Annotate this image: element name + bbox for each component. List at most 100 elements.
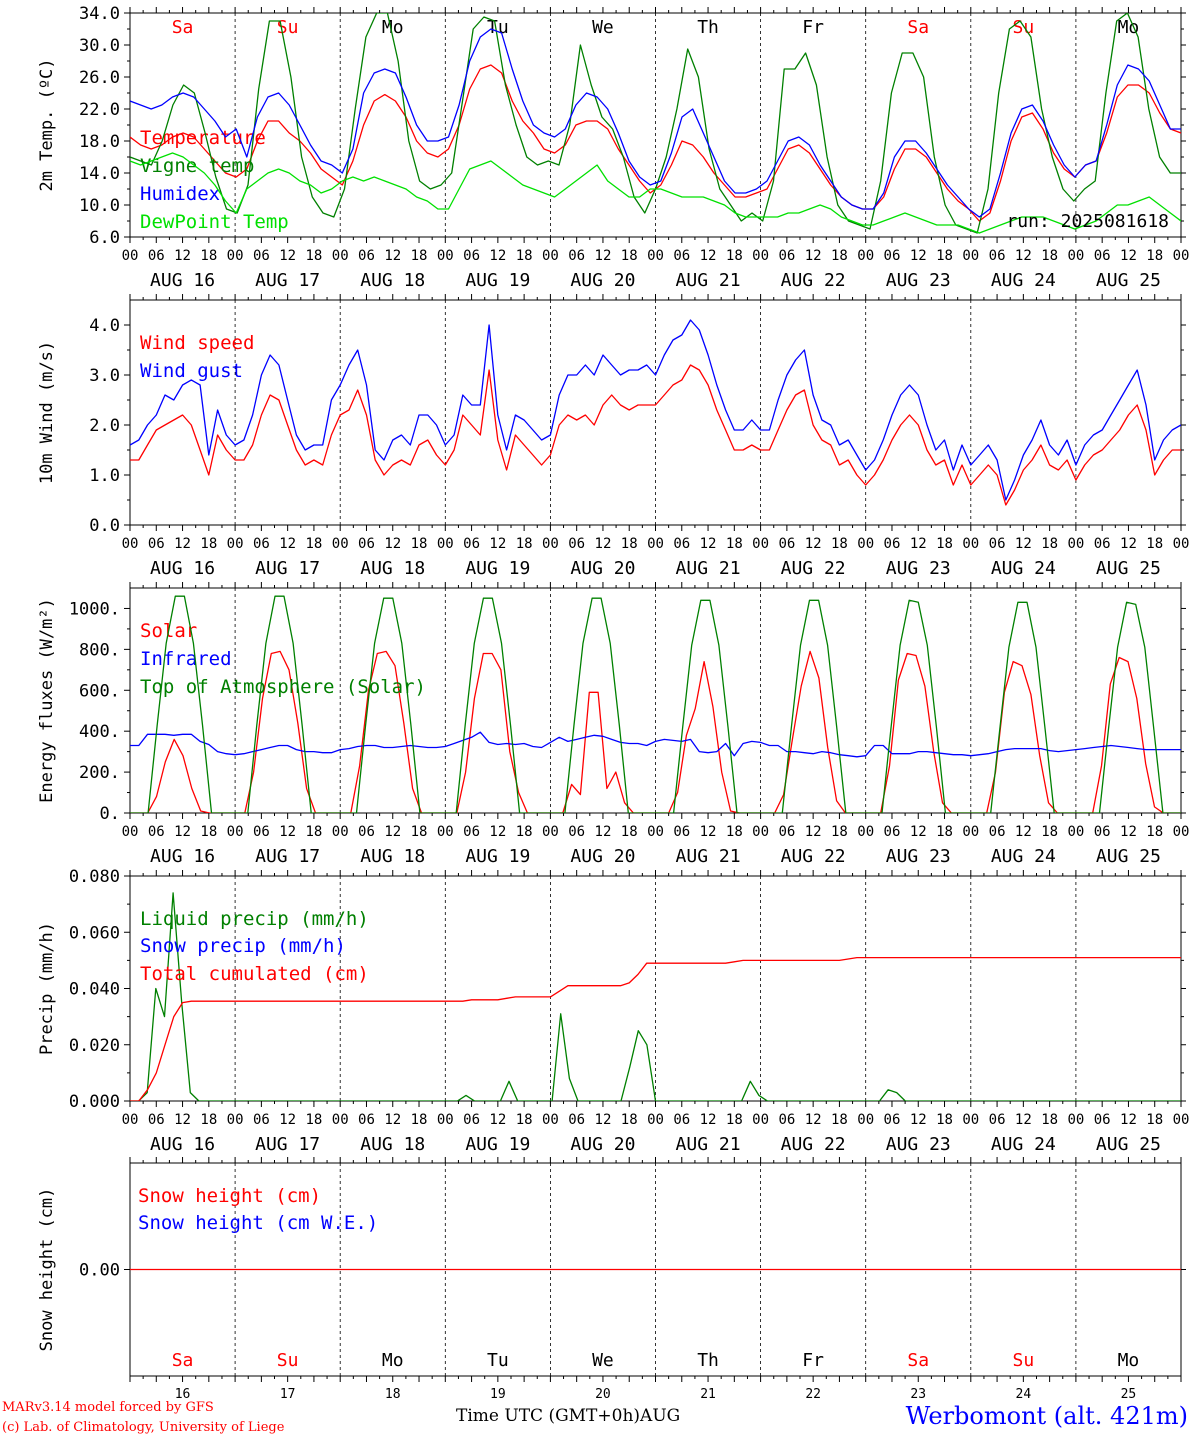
x-hour-label: 06 bbox=[463, 1112, 480, 1128]
x-hour-label: 18 bbox=[936, 1112, 953, 1128]
series-line-energy-2 bbox=[130, 595, 1181, 813]
x-hour-label: 06 bbox=[778, 824, 795, 840]
weekday-label: Th bbox=[697, 1350, 719, 1371]
x-date-label: AUG 23 bbox=[886, 846, 951, 867]
x-hour-label: 18 bbox=[200, 824, 217, 840]
x-hour-label: 18 bbox=[1041, 1112, 1058, 1128]
legend-entry: Top of Atmosphere (Solar) bbox=[140, 676, 426, 698]
x-hour-label: 18 bbox=[1041, 824, 1058, 840]
x-hour-label: 00 bbox=[962, 248, 979, 264]
legend-entry: Wind gust bbox=[140, 360, 243, 382]
x-date-label: AUG 18 bbox=[360, 270, 425, 291]
x-hour-label: 00 bbox=[1067, 1112, 1084, 1128]
x-date-label: AUG 18 bbox=[360, 846, 425, 867]
legend-entry: Snow precip (mm/h) bbox=[140, 935, 346, 957]
x-hour-label: 12 bbox=[1015, 248, 1032, 264]
x-hour-label: 06 bbox=[1094, 536, 1111, 552]
x-day-number: 19 bbox=[490, 1387, 506, 1402]
x-hour-label: 18 bbox=[411, 1112, 428, 1128]
x-hour-label: 00 bbox=[962, 1112, 979, 1128]
y-tick-label: 0.020 bbox=[69, 1036, 120, 1056]
x-hour-label: 00 bbox=[752, 248, 769, 264]
x-hour-label: 06 bbox=[568, 536, 585, 552]
x-hour-label: 12 bbox=[1120, 536, 1137, 552]
x-hour-label: 18 bbox=[831, 248, 848, 264]
x-hour-label: 12 bbox=[279, 536, 296, 552]
x-hour-label: 12 bbox=[805, 1112, 822, 1128]
x-date-label: AUG 21 bbox=[676, 1134, 741, 1155]
legend-entry: Snow height (cm W.E.) bbox=[138, 1212, 378, 1234]
x-date-label: AUG 21 bbox=[676, 270, 741, 291]
x-hour-label: 12 bbox=[1015, 1112, 1032, 1128]
weekday-label: Mo bbox=[382, 1350, 404, 1371]
x-hour-label: 00 bbox=[542, 824, 559, 840]
x-hour-label: 18 bbox=[936, 248, 953, 264]
x-hour-label: 18 bbox=[516, 1112, 533, 1128]
x-hour-label: 12 bbox=[174, 248, 191, 264]
x-hour-label: 12 bbox=[279, 1112, 296, 1128]
x-hour-label: 18 bbox=[1041, 536, 1058, 552]
legend-entry: Temperature bbox=[140, 127, 266, 149]
x-hour-label: 00 bbox=[1173, 248, 1190, 264]
weekday-label: Fr bbox=[802, 1350, 824, 1371]
x-hour-label: 12 bbox=[1120, 1112, 1137, 1128]
x-hour-label: 12 bbox=[700, 1112, 717, 1128]
x-hour-label: 12 bbox=[805, 824, 822, 840]
weekday-label: We bbox=[592, 17, 614, 38]
y-tick-label: 6.0 bbox=[89, 228, 120, 248]
legend-entry: Total cumulated (cm) bbox=[140, 963, 369, 985]
x-hour-label: 12 bbox=[1015, 824, 1032, 840]
x-hour-label: 18 bbox=[305, 1112, 322, 1128]
x-date-label: AUG 20 bbox=[570, 270, 635, 291]
x-hour-label: 12 bbox=[595, 536, 612, 552]
x-hour-label: 00 bbox=[332, 536, 349, 552]
x-hour-label: 06 bbox=[884, 248, 901, 264]
y-tick-label: 0.00 bbox=[79, 1261, 120, 1281]
x-hour-label: 12 bbox=[1015, 536, 1032, 552]
x-hour-label: 18 bbox=[200, 536, 217, 552]
x-hour-label: 18 bbox=[411, 248, 428, 264]
x-hour-label: 12 bbox=[174, 824, 191, 840]
x-date-label: AUG 18 bbox=[360, 558, 425, 579]
x-hour-label: 06 bbox=[673, 536, 690, 552]
weekday-label: Th bbox=[697, 17, 719, 38]
x-hour-label: 06 bbox=[463, 824, 480, 840]
x-hour-label: 12 bbox=[700, 536, 717, 552]
x-date-label: AUG 19 bbox=[465, 270, 530, 291]
model-credit: MARv3.14 model forced by GFS bbox=[2, 1400, 214, 1415]
x-date-label: AUG 22 bbox=[781, 1134, 846, 1155]
x-date-label: AUG 25 bbox=[1096, 1134, 1161, 1155]
x-hour-label: 06 bbox=[253, 824, 270, 840]
legend-entry: Infrared bbox=[140, 648, 232, 670]
x-hour-label: 18 bbox=[621, 536, 638, 552]
x-hour-label: 00 bbox=[752, 536, 769, 552]
weekday-label: Su bbox=[277, 17, 299, 38]
x-date-label: AUG 25 bbox=[1096, 558, 1161, 579]
x-hour-label: 00 bbox=[647, 1112, 664, 1128]
x-hour-label: 06 bbox=[673, 248, 690, 264]
x-hour-label: 06 bbox=[358, 824, 375, 840]
x-hour-label: 18 bbox=[305, 824, 322, 840]
x-hour-label: 00 bbox=[1067, 248, 1084, 264]
x-hour-label: 18 bbox=[1146, 536, 1163, 552]
x-hour-label: 00 bbox=[227, 1112, 244, 1128]
x-hour-label: 06 bbox=[884, 1112, 901, 1128]
series-line-temperature-0 bbox=[130, 64, 1181, 222]
time-axis-label: Time UTC (GMT+0h)AUG bbox=[456, 1406, 680, 1426]
run-label: run: 2025081618 bbox=[1006, 211, 1169, 232]
x-date-label: AUG 20 bbox=[570, 1134, 635, 1155]
weekday-label: Sa bbox=[172, 17, 194, 38]
x-hour-label: 12 bbox=[174, 536, 191, 552]
x-hour-label: 18 bbox=[411, 824, 428, 840]
x-hour-label: 06 bbox=[253, 536, 270, 552]
x-hour-label: 12 bbox=[384, 1112, 401, 1128]
x-hour-label: 06 bbox=[884, 536, 901, 552]
x-hour-label: 18 bbox=[305, 536, 322, 552]
x-hour-label: 06 bbox=[568, 1112, 585, 1128]
series-line-wind-1 bbox=[130, 319, 1181, 501]
x-hour-label: 18 bbox=[726, 536, 743, 552]
legend-entry: Wind speed bbox=[140, 332, 254, 354]
x-hour-label: 00 bbox=[122, 248, 139, 264]
x-hour-label: 00 bbox=[437, 248, 454, 264]
x-hour-label: 12 bbox=[1120, 248, 1137, 264]
